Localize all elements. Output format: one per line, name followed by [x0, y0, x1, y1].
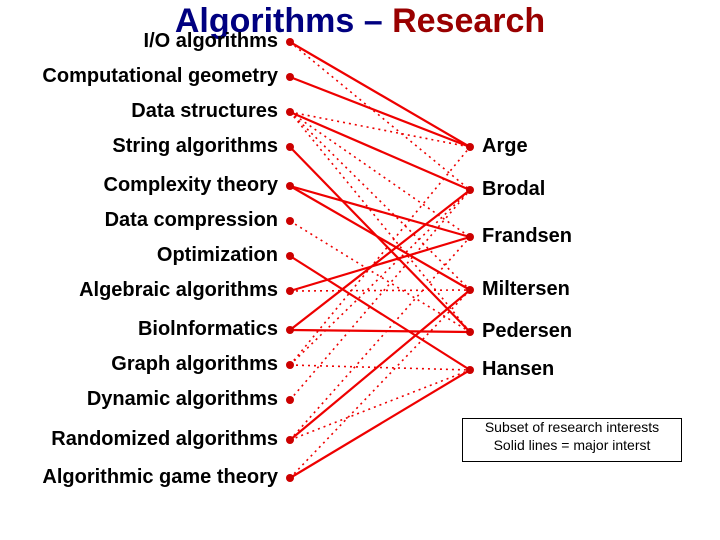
topic-node-dyn	[286, 396, 294, 404]
edge-ds-miltersen	[290, 112, 470, 290]
edge-agt-hansen	[290, 370, 470, 478]
person-hansen: Hansen	[482, 358, 554, 381]
legend-note: Subset of research interestsSolid lines …	[462, 418, 682, 462]
edge-rand-frandsen	[290, 237, 470, 440]
person-arge: Arge	[482, 135, 528, 158]
edge-cx-miltersen	[290, 186, 470, 290]
topic-rand: Randomized algorithms	[51, 428, 278, 451]
person-brodal: Brodal	[482, 178, 545, 201]
topic-node-opt	[286, 252, 294, 260]
person-frandsen: Frandsen	[482, 225, 572, 248]
person-node-pedersen	[466, 328, 474, 336]
edge-opt-hansen	[290, 256, 470, 370]
topic-agt: Algorithmic game theory	[42, 466, 278, 489]
topic-dyn: Dynamic algorithms	[87, 388, 278, 411]
edge-cx-frandsen	[290, 186, 470, 237]
topic-alg: Algebraic algorithms	[79, 279, 278, 302]
person-miltersen: Miltersen	[482, 278, 570, 301]
topic-node-alg	[286, 287, 294, 295]
edge-graph-brodal	[290, 190, 470, 365]
topic-node-rand	[286, 436, 294, 444]
edge-alg-frandsen	[290, 237, 470, 291]
note-line-0: Subset of research interests	[463, 419, 681, 437]
topic-cx: Complexity theory	[104, 174, 278, 197]
edge-bio-pedersen	[290, 330, 470, 332]
title-part-2: Research	[392, 2, 545, 40]
topic-node-cg	[286, 73, 294, 81]
topic-dc: Data compression	[105, 209, 278, 232]
person-node-arge	[466, 143, 474, 151]
edge-cg-arge	[290, 77, 470, 147]
topic-node-cx	[286, 182, 294, 190]
topic-node-str	[286, 143, 294, 151]
edge-rand-hansen	[290, 370, 470, 440]
edge-alg-miltersen	[290, 290, 470, 291]
topic-node-dc	[286, 217, 294, 225]
person-node-miltersen	[466, 286, 474, 294]
edge-bio-brodal	[290, 190, 470, 330]
edge-graph-arge	[290, 147, 470, 365]
topic-io: I/O algorithms	[144, 30, 278, 53]
topic-bio: Biolnformatics	[138, 318, 278, 341]
topic-node-ds	[286, 108, 294, 116]
topic-cg: Computational geometry	[42, 65, 278, 88]
note-line-1: Solid lines = major interst	[463, 437, 681, 455]
topic-graph: Graph algorithms	[111, 353, 278, 376]
edge-str-pedersen	[290, 147, 470, 332]
edge-io-arge	[290, 42, 470, 147]
edge-io-brodal	[290, 42, 470, 190]
edge-ds-arge	[290, 112, 470, 147]
edge-rand-miltersen	[290, 290, 470, 440]
edge-dc-pedersen	[290, 221, 470, 332]
person-node-hansen	[466, 366, 474, 374]
edge-ds-pedersen	[290, 112, 470, 332]
topic-str: String algorithms	[112, 135, 278, 158]
topic-opt: Optimization	[157, 244, 278, 267]
diagram-stage: { "title_parts": ["Algorithms", " – ", "…	[0, 0, 720, 540]
title-part-1: –	[354, 2, 392, 40]
edge-ds-brodal	[290, 112, 470, 190]
edge-ds-frandsen	[290, 112, 470, 237]
topic-node-bio	[286, 326, 294, 334]
topic-ds: Data structures	[131, 100, 278, 123]
edge-agt-miltersen	[290, 290, 470, 478]
edge-dyn-brodal	[290, 190, 470, 400]
page-title: Algorithms – Research	[0, 2, 720, 41]
person-node-brodal	[466, 186, 474, 194]
edge-graph-hansen	[290, 365, 470, 370]
topic-node-graph	[286, 361, 294, 369]
person-pedersen: Pedersen	[482, 320, 572, 343]
topic-node-agt	[286, 474, 294, 482]
person-node-frandsen	[466, 233, 474, 241]
